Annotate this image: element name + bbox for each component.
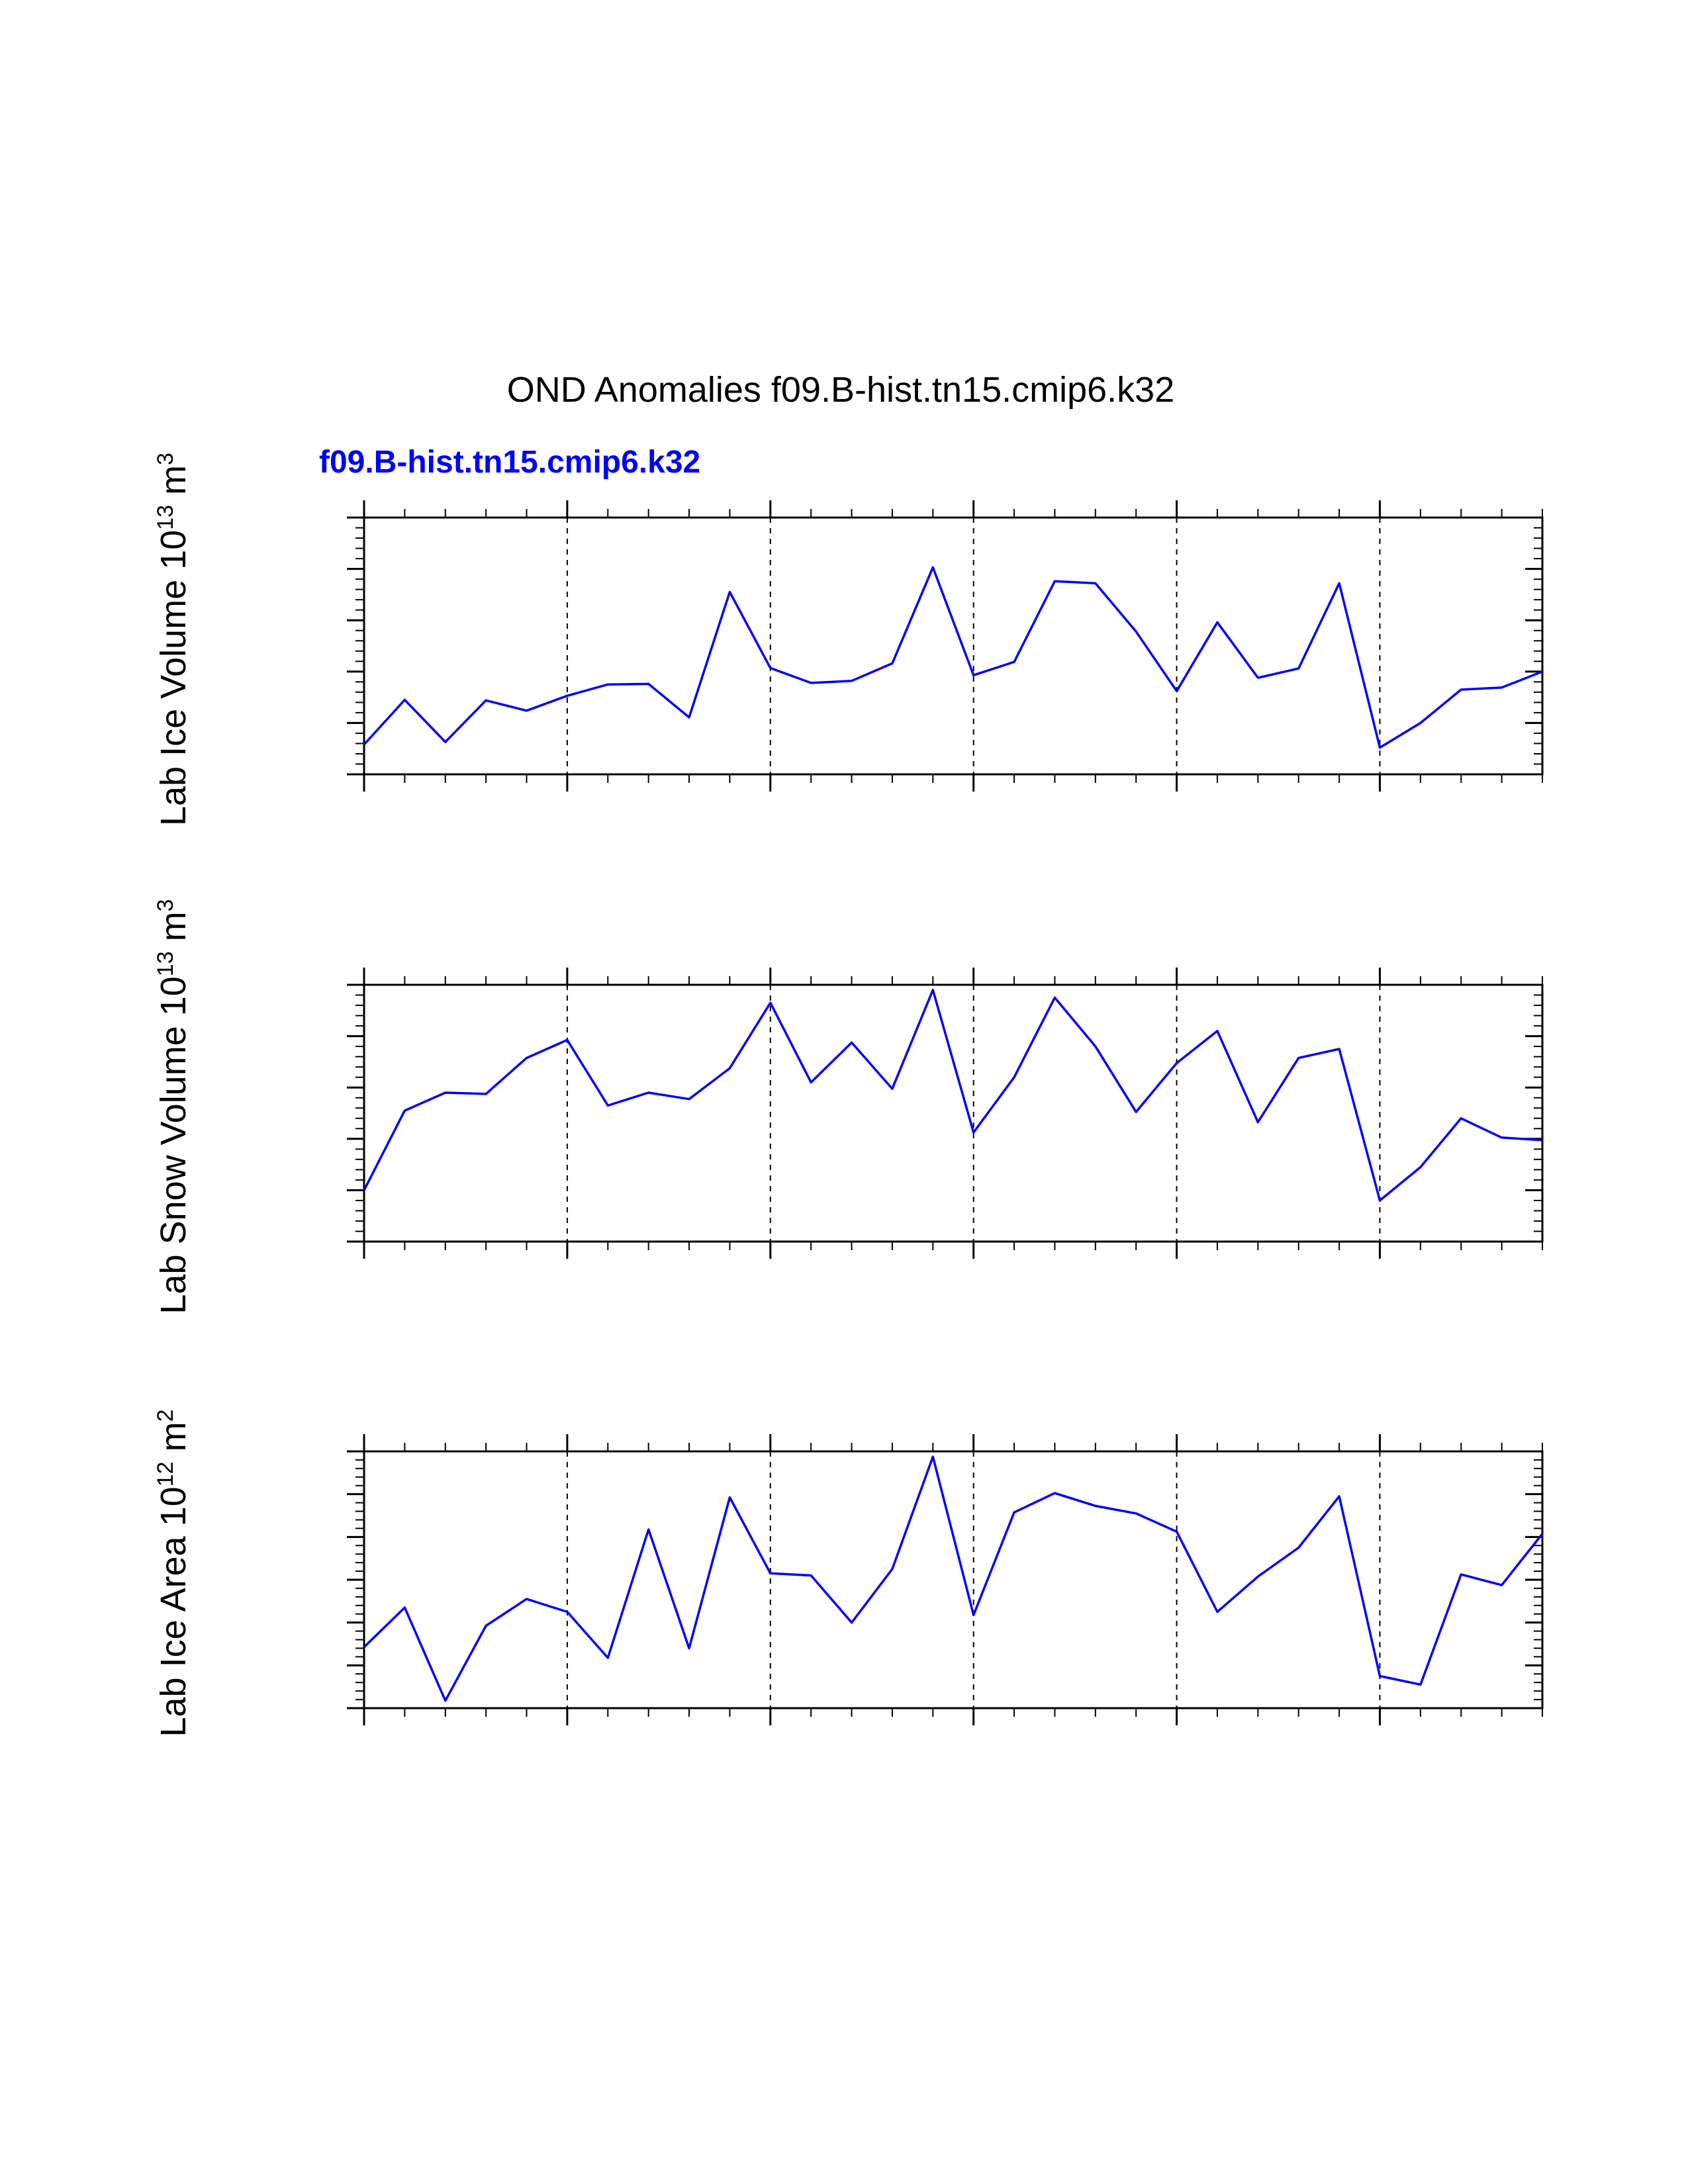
- lab-snow-volume-panel: Lab Snow Volume 1013 m3: [153, 899, 1544, 1314]
- plot-frame: [363, 1450, 1544, 1709]
- y-axis-title: Lab Ice Volume 1013 m3: [153, 453, 193, 826]
- lab-snow-volume-series-line: [363, 989, 1543, 1202]
- plot-frame: [363, 983, 1544, 1243]
- y-axis-title-part: Lab Snow Volume 10: [154, 976, 193, 1314]
- y-axis-title-part: m: [154, 465, 193, 505]
- y-axis-title-part: 2: [153, 1409, 178, 1422]
- y-axis-title-part: 13: [153, 951, 178, 976]
- y-axis-title-part: 13: [153, 505, 178, 530]
- y-axis-title: Lab Ice Area 1012 m2: [153, 1409, 193, 1737]
- lab-ice-area-series-line: [363, 1455, 1544, 1702]
- plot-frame: [363, 516, 1544, 776]
- lab-ice-volume-panel: Lab Ice Volume 1013 m3: [153, 453, 1544, 826]
- y-axis-title-part: Lab Ice Volume 10: [154, 530, 193, 826]
- lab-ice-area-panel: Lab Ice Area 1012 m2: [153, 1409, 1544, 1737]
- figure-title: OND Anomalies f09.B-hist.tn15.cmip6.k32: [507, 370, 1174, 410]
- y-axis-title-part: m: [154, 1422, 193, 1461]
- series-name-label: f09.B-hist.tn15.cmip6.k32: [319, 445, 700, 480]
- y-axis-title-part: Lab Ice Area 10: [154, 1486, 193, 1737]
- y-axis-title: Lab Snow Volume 1013 m3: [153, 899, 193, 1314]
- y-axis-title-part: 12: [153, 1461, 178, 1486]
- y-axis-title-part: 3: [153, 899, 178, 911]
- lab-ice-volume-series-line: [363, 566, 1543, 749]
- y-axis-title-part: 3: [153, 453, 178, 465]
- y-axis-title-part: m: [154, 911, 193, 951]
